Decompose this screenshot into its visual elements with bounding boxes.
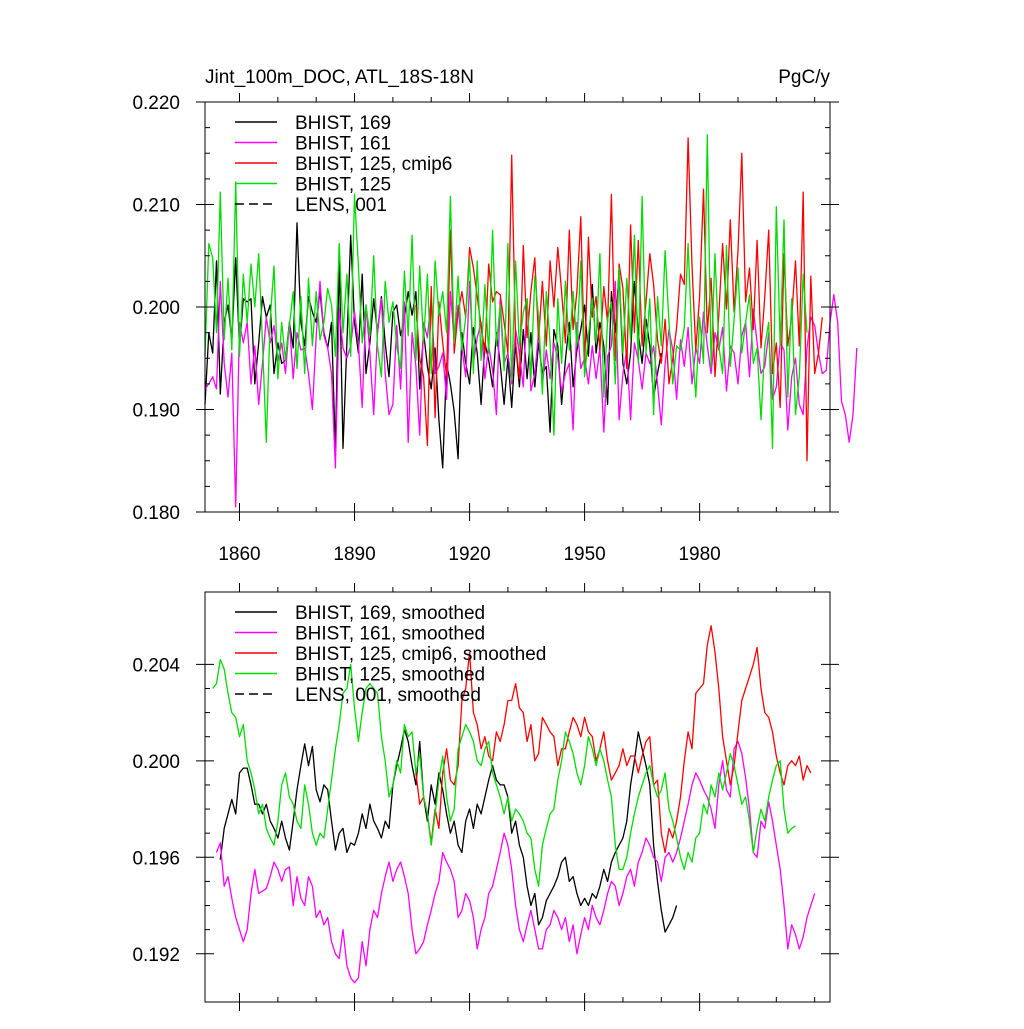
top-ytick-label-0: 0.180 [132,503,180,524]
top-series-line-4 [204,134,808,450]
top-ytick-label-3: 0.210 [132,196,180,217]
top-xtick-label-1860: 1860 [218,544,260,565]
top-legend-label-1: BHIST, 169 [295,113,391,134]
bottom-ytick-label-1: 0.196 [132,848,180,869]
top-ytick-label-4: 0.220 [132,93,180,114]
bottom-ytick-label-3: 0.204 [132,655,180,676]
top-xtick-label-1950: 1950 [563,544,605,565]
bottom-series-line-1 [219,728,678,933]
bottom-ytick-label-0: 0.192 [132,945,180,966]
bottom-legend-label-5: LENS, 001, smoothed [295,685,481,706]
bottom-legend-label-2: BHIST, 161, smoothed [295,624,485,645]
top-legend-label-2: BHIST, 161 [295,134,391,155]
bottom-series-line-4 [212,658,796,887]
top-ytick-label-1: 0.190 [132,401,180,422]
bottom-ytick-label-2: 0.200 [132,752,180,773]
top-series-line-3 [415,137,823,462]
bottom-legend-label-4: BHIST, 125, smoothed [295,665,485,686]
top-series-line-2 [204,280,858,508]
bottom-legend-label-1: BHIST, 169, smoothed [295,603,485,624]
bottom-legend-label-3: BHIST, 125, cmip6, smoothed [295,644,546,665]
bottom-series-line-3 [415,625,812,854]
top-ytick-label-2: 0.200 [132,298,180,319]
top-legend-label-5: LENS, 001 [295,195,387,216]
top-chart-title: Jint_100m_DOC, ATL_18S-18N [205,67,474,88]
top-legend-label-4: BHIST, 125 [295,175,391,196]
top-xtick-label-1920: 1920 [448,544,490,565]
top-xtick-label-1980: 1980 [678,544,720,565]
bottom-series-line-2 [215,740,816,984]
top-chart-units: PgC/y [778,67,830,88]
top-legend-label-3: BHIST, 125, cmip6 [295,154,452,175]
top-xtick-label-1890: 1890 [333,544,375,565]
bottom-plot-frame [204,591,831,1003]
